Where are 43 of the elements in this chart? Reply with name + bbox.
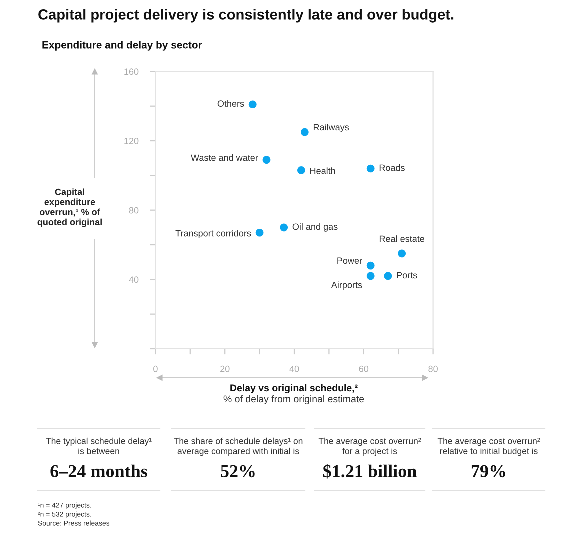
annotation: Power bbox=[338, 258, 362, 264]
annotation: Transport corridors bbox=[176, 230, 252, 238]
annotation: Health bbox=[310, 168, 336, 174]
point bbox=[262, 156, 271, 164]
point bbox=[256, 228, 264, 237]
y-tick-label: 40 bbox=[129, 276, 139, 284]
annotation: Ports bbox=[397, 272, 418, 279]
chart-subtitle: Expenditure and delay by sector bbox=[42, 41, 202, 51]
text: 79% bbox=[472, 465, 506, 478]
point bbox=[366, 164, 375, 173]
annotation: Waste and water bbox=[191, 154, 258, 162]
text: The share of schedule delays¹ on average compared with initial is bbox=[174, 438, 303, 456]
point bbox=[248, 100, 257, 109]
point bbox=[366, 262, 375, 270]
text: $1.21 billion bbox=[323, 464, 417, 479]
annotation: Oil and gas bbox=[292, 223, 338, 232]
x-tick-label: 40 bbox=[290, 366, 300, 372]
point bbox=[300, 128, 309, 136]
x-axis-title: Delay vs original schedule,² % of delay from original estimate bbox=[224, 384, 364, 405]
x-tick-label: 0 bbox=[154, 366, 158, 372]
x-tick-label: 60 bbox=[359, 366, 369, 372]
annotation: Railways bbox=[314, 124, 350, 132]
chart-title: Capital project delivery is consistently late and over budget. bbox=[38, 9, 454, 23]
x-tick-label: 20 bbox=[220, 366, 230, 372]
text: The average cost overrun² for a project is bbox=[318, 438, 422, 456]
text: The typical schedule delay¹ is between bbox=[46, 438, 152, 454]
annotation: Others bbox=[218, 100, 244, 108]
y-tick-label: 80 bbox=[129, 207, 139, 214]
annotation: Roads bbox=[380, 164, 405, 172]
y-tick-label: 120 bbox=[124, 138, 139, 144]
y-axis-title: Capital expenditure overrun,¹ % of quoted original bbox=[38, 188, 102, 228]
annotation: Airports bbox=[331, 282, 362, 290]
text: 52% bbox=[221, 465, 255, 478]
point bbox=[398, 250, 406, 258]
text: The average cost overrun² relative to initial budget is bbox=[438, 438, 540, 456]
text: 6–24 months bbox=[50, 464, 148, 478]
point bbox=[280, 224, 288, 232]
point bbox=[366, 272, 375, 280]
y-tick-label: 160 bbox=[124, 68, 139, 76]
x-tick-label: 80 bbox=[428, 366, 438, 372]
point bbox=[384, 272, 392, 280]
annotation: Real estate bbox=[380, 236, 425, 242]
point bbox=[298, 166, 306, 174]
